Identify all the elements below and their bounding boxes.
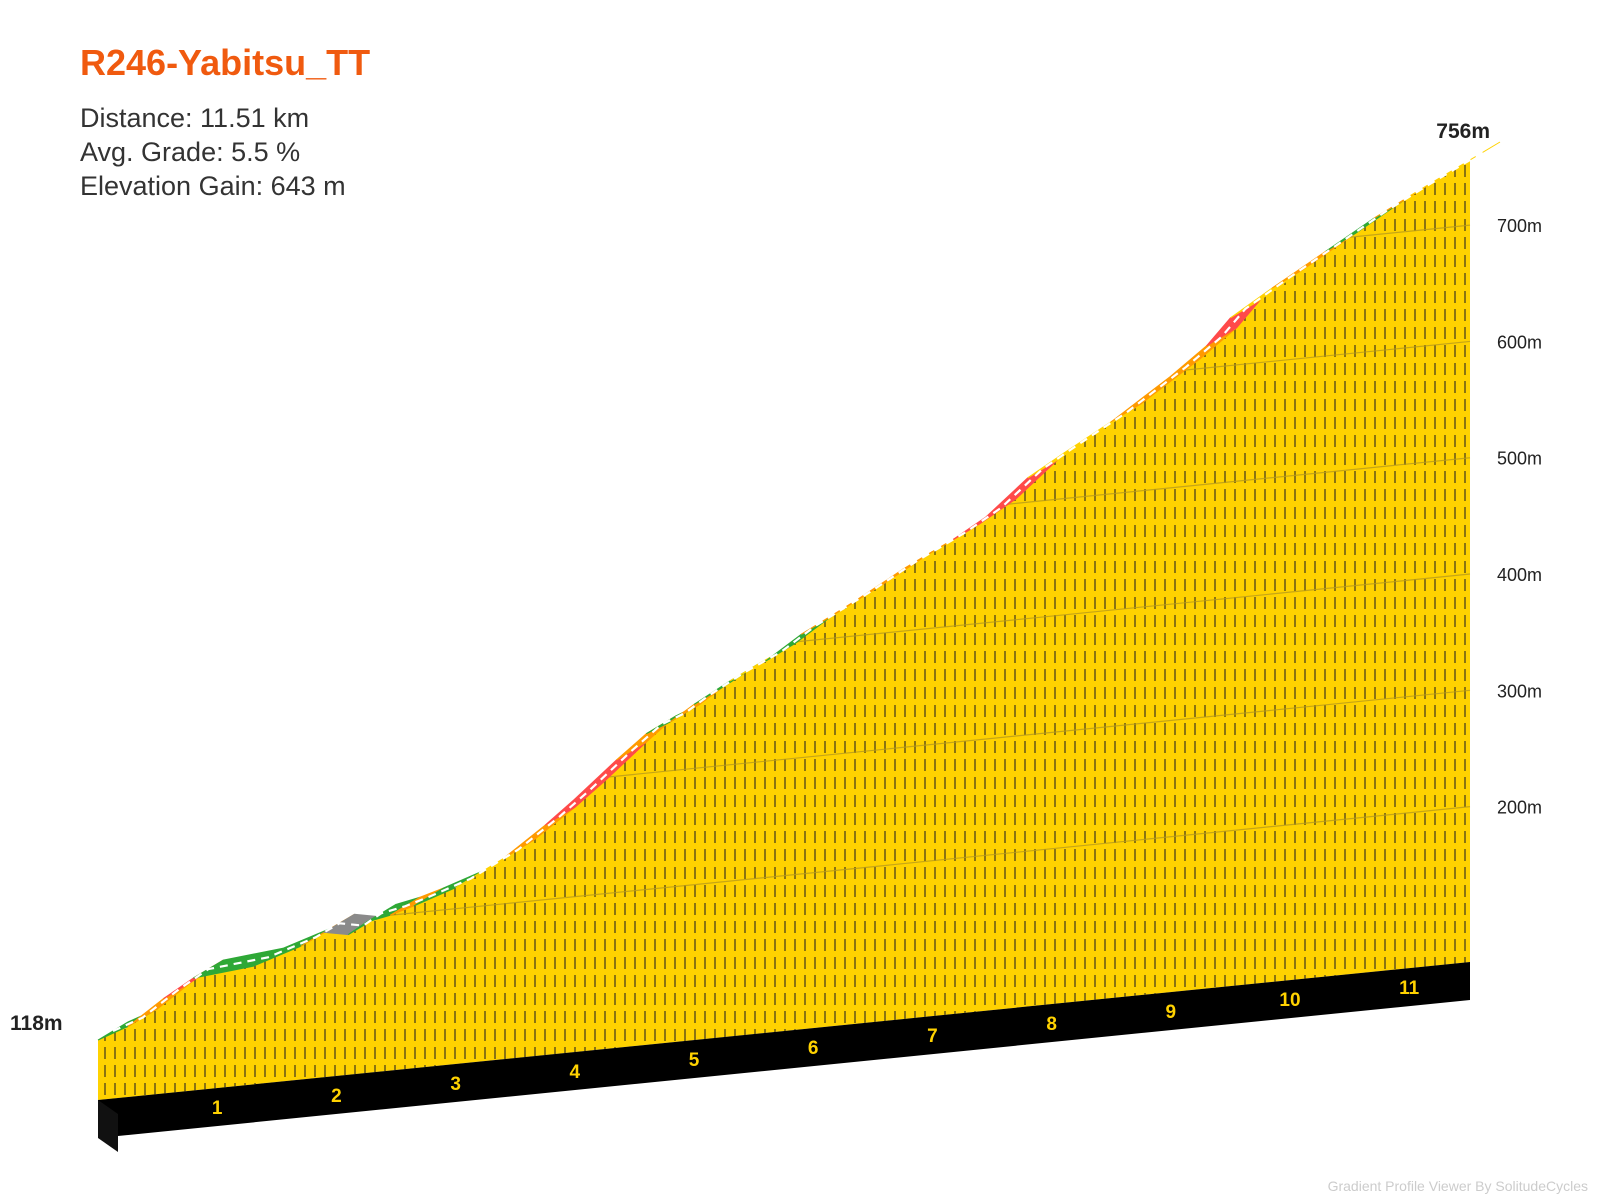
km-label-1: 1: [212, 1098, 223, 1119]
gradient-road-strip: [97, 141, 1501, 1041]
road-centre-line: [112, 150, 1486, 1033]
gridline-700: [1345, 224, 1471, 239]
elevation-label-500: 500m: [1497, 449, 1542, 469]
elevation-label-600: 600m: [1497, 332, 1542, 352]
route-title: R246-Yabitsu_TT: [80, 42, 371, 83]
km-label-8: 8: [1046, 1014, 1057, 1035]
km-label-3: 3: [450, 1074, 461, 1095]
gridline-400: [790, 573, 1471, 643]
distance-base: [98, 962, 1470, 1152]
avg-grade-stat: Avg. Grade: 5.5 %: [80, 137, 301, 167]
gridline-200: [389, 806, 1471, 916]
gridline-600: [1176, 340, 1471, 372]
km-label-6: 6: [808, 1038, 819, 1059]
elevation-label-300: 300m: [1497, 681, 1542, 701]
profile-layer: [98, 160, 1470, 1100]
km-label-7: 7: [927, 1026, 938, 1047]
km-label-11: 11: [1399, 978, 1420, 999]
base-front: [98, 962, 1470, 1138]
elevation-label-200: 200m: [1497, 798, 1542, 818]
elevation-label-400: 400m: [1497, 565, 1542, 585]
start-elevation-label: 118m: [10, 1012, 63, 1035]
axis-labels: 1 2 3 4 5 6 7 8 9 10 11 200m 300m 400m 500m 600m 700m 118…: [10, 120, 1542, 1119]
distance-stat: Distance: 11.51 km: [80, 103, 310, 133]
km-label-4: 4: [570, 1062, 581, 1083]
credit-text: Gradient Profile Viewer By SolitudeCycle…: [1327, 1178, 1588, 1194]
gridline-300: [596, 689, 1471, 779]
km-label-2: 2: [331, 1086, 342, 1107]
km-label-9: 9: [1166, 1002, 1177, 1023]
elevation-gridlines: [389, 224, 1471, 916]
base-edge: [98, 1100, 118, 1152]
km-label-5: 5: [689, 1050, 700, 1071]
end-elevation-label: 756m: [1436, 120, 1490, 143]
km-label-10: 10: [1279, 990, 1300, 1011]
elevation-gain-stat: Elevation Gain: 643 m: [80, 171, 346, 201]
elevation-label-700: 700m: [1497, 216, 1542, 236]
gridline-500: [998, 457, 1471, 506]
profile-hatching: [98, 160, 1470, 1100]
